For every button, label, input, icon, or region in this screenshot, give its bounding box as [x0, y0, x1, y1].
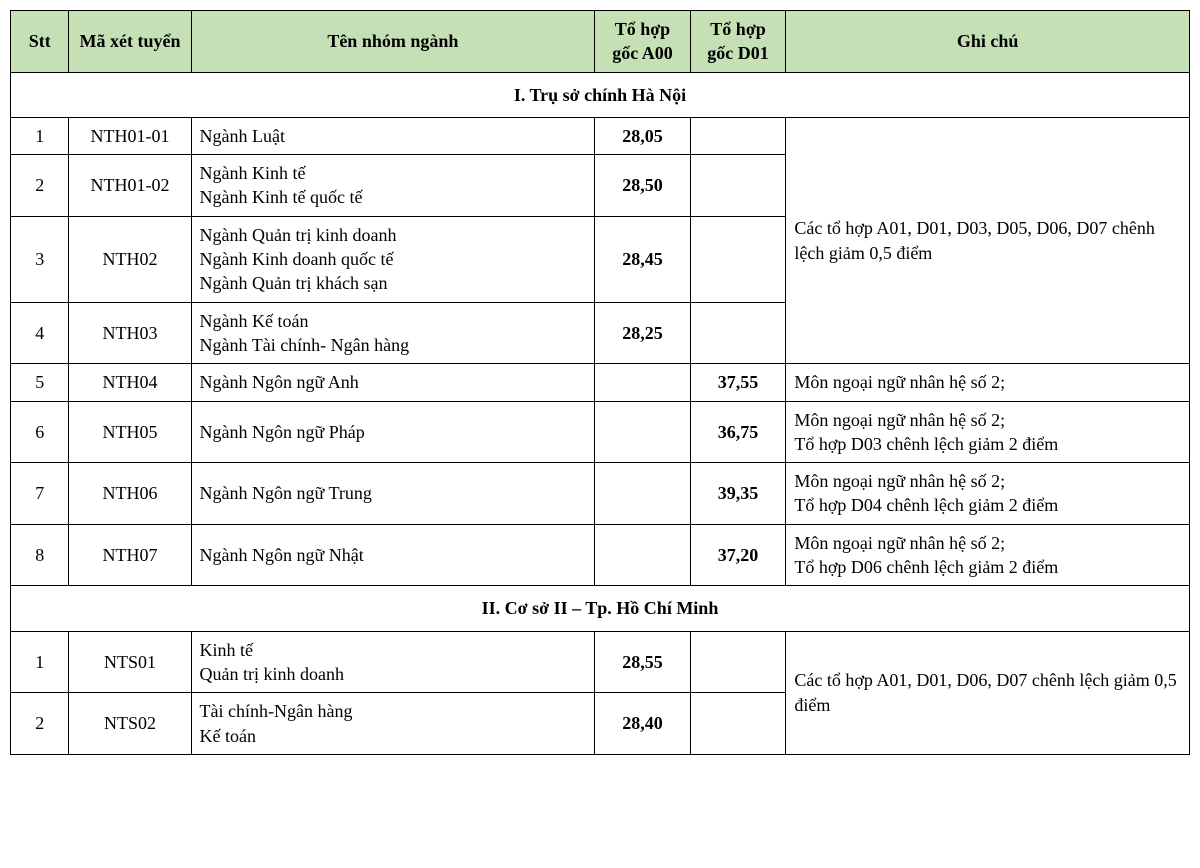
- cell-stt: 1: [11, 631, 69, 693]
- table-header-row: Stt Mã xét tuyển Tên nhóm ngành Tổ hợp g…: [11, 11, 1190, 73]
- cell-name: Ngành Ngôn ngữ Nhật: [191, 524, 595, 586]
- cell-name: Ngành Quản trị kinh doanhNgành Kinh doan…: [191, 216, 595, 302]
- cell-code: NTS02: [69, 693, 191, 755]
- col-header-d01: Tổ hợp gốc D01: [690, 11, 786, 73]
- section-header-row: I. Trụ sở chính Hà Nội: [11, 72, 1190, 117]
- table-row: 1 NTH01-01 Ngành Luật 28,05 Các tổ hợp A…: [11, 117, 1190, 154]
- cell-d01: [690, 216, 786, 302]
- cell-stt: 4: [11, 302, 69, 364]
- cell-name: Ngành Ngôn ngữ Anh: [191, 364, 595, 401]
- cell-code: NTH01-01: [69, 117, 191, 154]
- cell-a00: 28,25: [595, 302, 691, 364]
- cell-stt: 3: [11, 216, 69, 302]
- cell-a00: 28,05: [595, 117, 691, 154]
- cell-d01: [690, 155, 786, 217]
- cell-d01: 37,55: [690, 364, 786, 401]
- cell-d01: [690, 631, 786, 693]
- col-header-name: Tên nhóm ngành: [191, 11, 595, 73]
- cell-a00: 28,55: [595, 631, 691, 693]
- cell-code: NTH04: [69, 364, 191, 401]
- table-row: 5 NTH04 Ngành Ngôn ngữ Anh 37,55 Môn ngo…: [11, 364, 1190, 401]
- cell-code: NTH03: [69, 302, 191, 364]
- cell-a00: 28,40: [595, 693, 691, 755]
- cell-a00: [595, 463, 691, 525]
- cell-name: Ngành Kinh tếNgành Kinh tế quốc tế: [191, 155, 595, 217]
- cell-d01: [690, 693, 786, 755]
- cell-d01: [690, 117, 786, 154]
- cell-stt: 2: [11, 693, 69, 755]
- cell-name: Ngành Ngôn ngữ Trung: [191, 463, 595, 525]
- cell-code: NTH05: [69, 401, 191, 463]
- cell-note-merged-2: Các tổ hợp A01, D01, D06, D07 chênh lệch…: [786, 631, 1190, 754]
- cell-note: Môn ngoại ngữ nhân hệ số 2;: [786, 364, 1190, 401]
- cell-d01: 37,20: [690, 524, 786, 586]
- col-header-a00: Tổ hợp gốc A00: [595, 11, 691, 73]
- cell-a00: [595, 364, 691, 401]
- cell-stt: 7: [11, 463, 69, 525]
- col-header-code: Mã xét tuyển: [69, 11, 191, 73]
- cell-a00: 28,50: [595, 155, 691, 217]
- col-header-stt: Stt: [11, 11, 69, 73]
- cell-note: Môn ngoại ngữ nhân hệ số 2;Tổ hợp D06 ch…: [786, 524, 1190, 586]
- table-row: 7 NTH06 Ngành Ngôn ngữ Trung 39,35 Môn n…: [11, 463, 1190, 525]
- cell-a00: 28,45: [595, 216, 691, 302]
- cell-name: Tài chính-Ngân hàngKế toán: [191, 693, 595, 755]
- cell-stt: 2: [11, 155, 69, 217]
- cell-name: Ngành Kế toánNgành Tài chính- Ngân hàng: [191, 302, 595, 364]
- cell-stt: 8: [11, 524, 69, 586]
- section-header-row: II. Cơ sở II – Tp. Hồ Chí Minh: [11, 586, 1190, 631]
- col-header-note: Ghi chú: [786, 11, 1190, 73]
- table-row: 1 NTS01 Kinh tếQuản trị kinh doanh 28,55…: [11, 631, 1190, 693]
- cell-code: NTH01-02: [69, 155, 191, 217]
- cell-a00: [595, 401, 691, 463]
- cell-name: Ngành Luật: [191, 117, 595, 154]
- cell-code: NTH07: [69, 524, 191, 586]
- cell-note-merged-1: Các tổ hợp A01, D01, D03, D05, D06, D07 …: [786, 117, 1190, 363]
- cell-note: Môn ngoại ngữ nhân hệ số 2;Tổ hợp D04 ch…: [786, 463, 1190, 525]
- table-row: 6 NTH05 Ngành Ngôn ngữ Pháp 36,75 Môn ng…: [11, 401, 1190, 463]
- cell-stt: 1: [11, 117, 69, 154]
- cell-code: NTH06: [69, 463, 191, 525]
- cell-note: Môn ngoại ngữ nhân hệ số 2;Tổ hợp D03 ch…: [786, 401, 1190, 463]
- cell-code: NTH02: [69, 216, 191, 302]
- section-2-title: II. Cơ sở II – Tp. Hồ Chí Minh: [11, 586, 1190, 631]
- cell-stt: 6: [11, 401, 69, 463]
- cell-d01: 39,35: [690, 463, 786, 525]
- cell-name: Ngành Ngôn ngữ Pháp: [191, 401, 595, 463]
- cell-d01: [690, 302, 786, 364]
- cell-code: NTS01: [69, 631, 191, 693]
- cell-name: Kinh tếQuản trị kinh doanh: [191, 631, 595, 693]
- cell-a00: [595, 524, 691, 586]
- cell-d01: 36,75: [690, 401, 786, 463]
- admissions-table: Stt Mã xét tuyển Tên nhóm ngành Tổ hợp g…: [10, 10, 1190, 755]
- section-1-title: I. Trụ sở chính Hà Nội: [11, 72, 1190, 117]
- table-row: 8 NTH07 Ngành Ngôn ngữ Nhật 37,20 Môn ng…: [11, 524, 1190, 586]
- cell-stt: 5: [11, 364, 69, 401]
